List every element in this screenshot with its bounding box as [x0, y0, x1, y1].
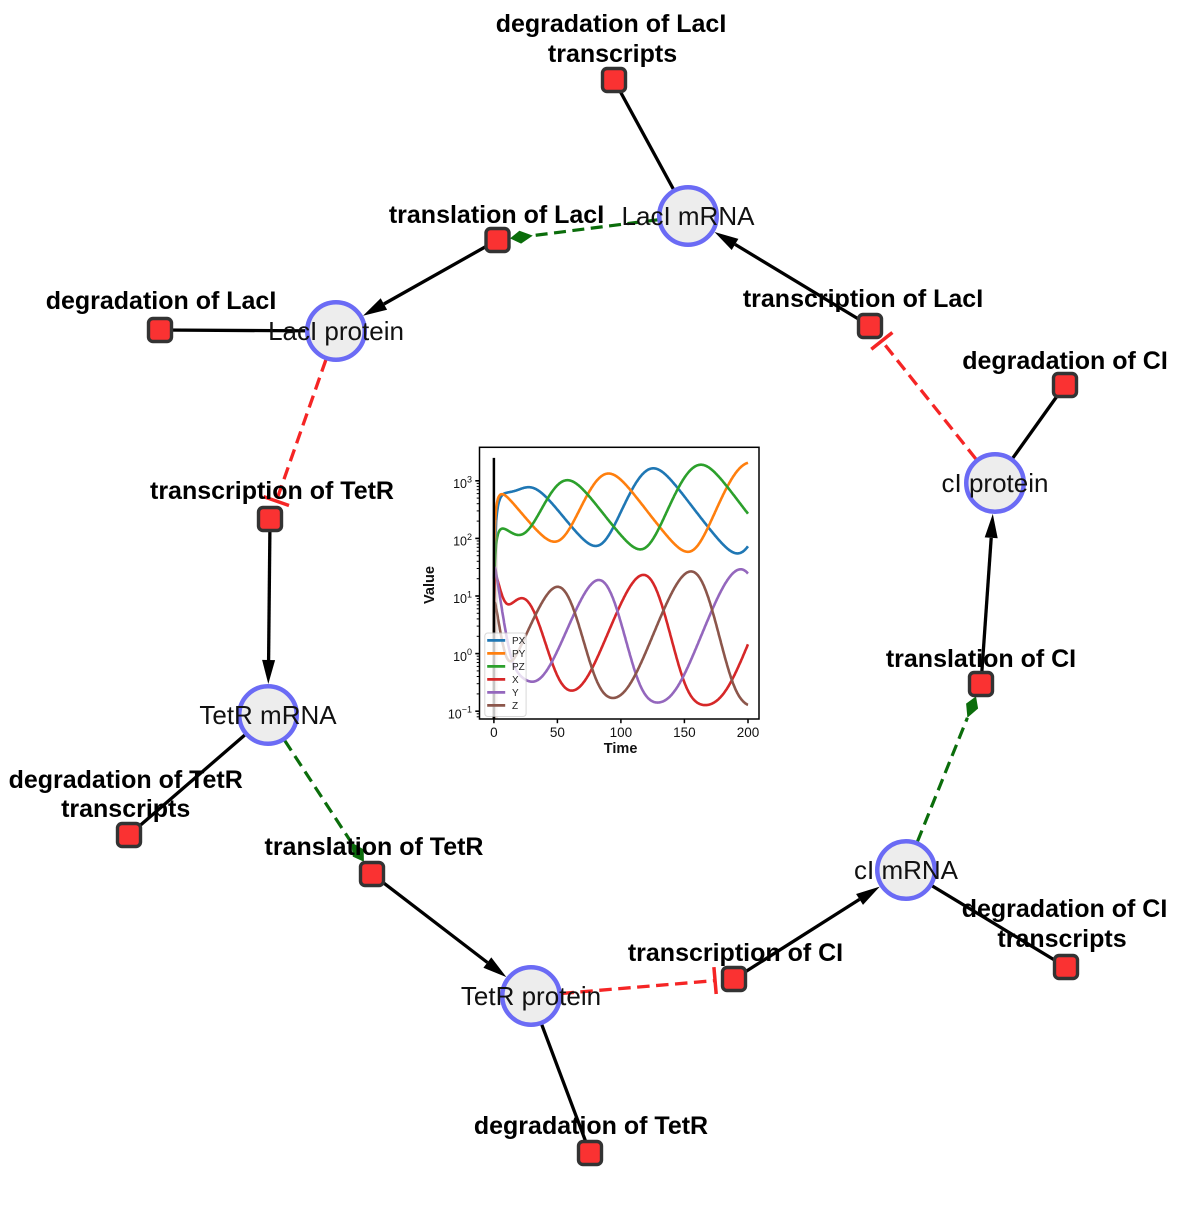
svg-text:102: 102 — [453, 532, 472, 549]
svg-text:transcripts: transcripts — [61, 795, 190, 823]
svg-text:translation of TetR: translation of TetR — [265, 833, 484, 861]
svg-text:degradation of TetR: degradation of TetR — [9, 766, 243, 794]
svg-text:degradation of TetR: degradation of TetR — [474, 1112, 708, 1140]
svg-text:PY: PY — [512, 649, 526, 660]
svg-text:TetR protein: TetR protein — [461, 981, 601, 1011]
svg-text:0: 0 — [490, 725, 498, 740]
svg-text:transcription of LacI: transcription of LacI — [743, 285, 983, 313]
svg-text:200: 200 — [737, 725, 760, 740]
svg-text:50: 50 — [550, 725, 565, 740]
svg-text:100: 100 — [453, 647, 472, 664]
svg-text:150: 150 — [673, 725, 696, 740]
svg-text:Z: Z — [512, 701, 518, 712]
svg-text:X: X — [512, 675, 519, 686]
svg-text:translation of CI: translation of CI — [886, 645, 1076, 673]
svg-text:PX: PX — [512, 636, 526, 647]
svg-text:PZ: PZ — [512, 662, 525, 673]
svg-text:103: 103 — [453, 474, 472, 491]
svg-text:Time: Time — [604, 741, 638, 757]
svg-text:transcription of CI: transcription of CI — [628, 939, 843, 967]
svg-text:TetR mRNA: TetR mRNA — [199, 700, 337, 730]
svg-text:10−1: 10−1 — [448, 705, 472, 722]
svg-text:100: 100 — [610, 725, 633, 740]
svg-text:degradation of LacI: degradation of LacI — [46, 287, 277, 315]
svg-text:transcripts: transcripts — [997, 925, 1126, 953]
svg-text:LacI mRNA: LacI mRNA — [622, 201, 756, 231]
svg-text:transcription of TetR: transcription of TetR — [150, 477, 394, 505]
svg-text:LacI protein: LacI protein — [268, 316, 404, 346]
svg-text:degradation of LacI: degradation of LacI — [496, 10, 727, 38]
svg-text:translation of LacI: translation of LacI — [389, 201, 604, 229]
svg-text:degradation of CI: degradation of CI — [962, 347, 1168, 375]
svg-text:Y: Y — [512, 688, 519, 699]
svg-text:cI mRNA: cI mRNA — [854, 855, 959, 885]
svg-text:degradation of CI: degradation of CI — [962, 895, 1168, 923]
svg-text:cI protein: cI protein — [942, 468, 1049, 498]
svg-text:transcripts: transcripts — [548, 40, 677, 68]
svg-text:Value: Value — [422, 566, 438, 604]
svg-text:101: 101 — [453, 590, 472, 607]
